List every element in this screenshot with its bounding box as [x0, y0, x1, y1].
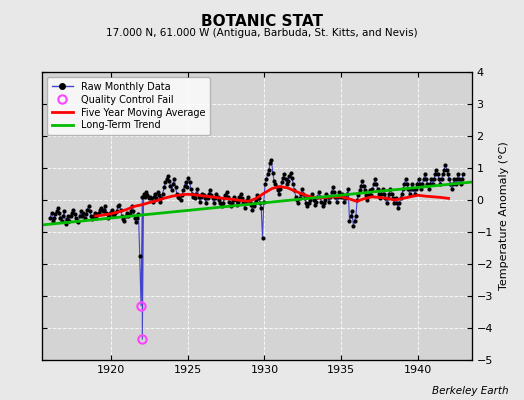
Legend: Raw Monthly Data, Quality Control Fail, Five Year Moving Average, Long-Term Tren: Raw Monthly Data, Quality Control Fail, …	[47, 77, 210, 135]
Text: 17.000 N, 61.000 W (Antigua, Barbuda, St. Kitts, and Nevis): 17.000 N, 61.000 W (Antigua, Barbuda, St…	[106, 28, 418, 38]
Y-axis label: Temperature Anomaly (°C): Temperature Anomaly (°C)	[498, 142, 508, 290]
Text: BOTANIC STAT: BOTANIC STAT	[201, 14, 323, 29]
Text: Berkeley Earth: Berkeley Earth	[432, 386, 508, 396]
